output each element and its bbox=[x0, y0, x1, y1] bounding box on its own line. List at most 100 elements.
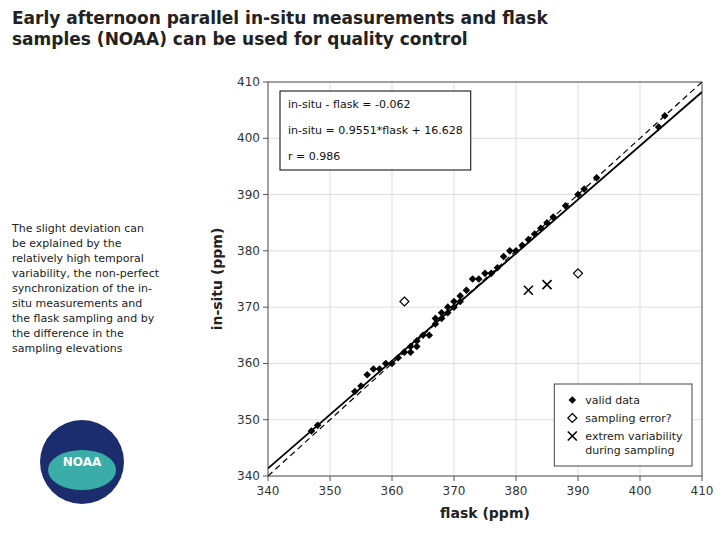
title: Early afternoon parallel in-situ measure… bbox=[12, 8, 548, 49]
marker-diamond bbox=[569, 396, 577, 404]
tick-label-x: 410 bbox=[691, 484, 714, 498]
grid-line-y bbox=[268, 363, 702, 364]
y-axis-label: in-situ (ppm) bbox=[209, 228, 225, 331]
marker-diamond bbox=[574, 191, 582, 199]
tick-y bbox=[263, 138, 268, 139]
grid-line-y bbox=[268, 194, 702, 195]
legend: valid data sampling error? extrem variabil… bbox=[554, 384, 692, 466]
marker-x bbox=[543, 280, 552, 289]
marker-diamond bbox=[487, 270, 495, 278]
marker-diamond bbox=[475, 275, 483, 283]
side-text-line: synchronization of the in- bbox=[12, 282, 152, 295]
marker-diamond bbox=[500, 253, 508, 261]
legend-label: valid data bbox=[585, 394, 640, 407]
grid-line-y bbox=[268, 307, 702, 308]
tick-x bbox=[702, 476, 703, 481]
reference-line bbox=[268, 82, 702, 476]
marker-diamond bbox=[655, 123, 663, 131]
annotation-text-line: in-situ = 0.9551*flask + 16.628 bbox=[288, 124, 463, 137]
grid-line-x bbox=[516, 82, 517, 476]
tick-x bbox=[268, 476, 269, 481]
legend-label-line: valid data bbox=[585, 394, 640, 407]
legend-label-line: extrem variability bbox=[585, 430, 683, 443]
annotation-text-line: in-situ - flask = -0.062 bbox=[288, 98, 410, 111]
legend-label-line: sampling error? bbox=[585, 412, 671, 425]
grid-line-y bbox=[268, 250, 702, 251]
tick-label-x: 380 bbox=[505, 484, 528, 498]
tick-label-x: 390 bbox=[567, 484, 590, 498]
marker-diamond bbox=[537, 225, 545, 233]
marker-diamond bbox=[351, 388, 359, 396]
data bbox=[268, 82, 702, 476]
marker-diamond bbox=[593, 174, 601, 182]
tick-label-y: 390 bbox=[237, 188, 260, 202]
marker-diamond bbox=[580, 185, 588, 193]
marker-diamond bbox=[363, 371, 371, 379]
legend-label: extrem variabilityduring sampling bbox=[585, 430, 683, 457]
tick-label-y: 350 bbox=[237, 413, 260, 427]
tick-x bbox=[578, 476, 579, 481]
side-text: The slight deviation can be explained by … bbox=[11, 222, 160, 355]
logo-wave bbox=[48, 450, 116, 490]
tick-label-y: 340 bbox=[237, 469, 260, 483]
marker-diamond bbox=[394, 354, 402, 362]
grid bbox=[268, 82, 702, 476]
tick-label-y: 360 bbox=[237, 356, 260, 370]
plot-background bbox=[268, 82, 702, 476]
tick-label-y: 410 bbox=[237, 75, 260, 89]
tick-y bbox=[263, 307, 268, 308]
marker-diamond bbox=[357, 382, 365, 390]
marker-diamond bbox=[518, 241, 526, 249]
marker-diamond bbox=[314, 422, 322, 430]
tick-x bbox=[516, 476, 517, 481]
tick-y bbox=[263, 194, 268, 195]
tick-label-y: 380 bbox=[237, 244, 260, 258]
series-points bbox=[524, 280, 552, 295]
side-text-line: relatively high temporal bbox=[12, 252, 144, 265]
series-points bbox=[400, 269, 583, 306]
logo-circle bbox=[40, 420, 124, 504]
tick-label-y: 400 bbox=[237, 131, 260, 145]
marker-x bbox=[524, 286, 533, 295]
tick-y bbox=[263, 363, 268, 364]
marker-diamond-open bbox=[568, 414, 577, 423]
page: {"chart_data": { "type": "scatter", "tit… bbox=[0, 0, 720, 540]
tick-label-x: 360 bbox=[381, 484, 404, 498]
x-axis-label: flask (ppm) bbox=[440, 505, 530, 521]
legend-item: sampling error? bbox=[568, 412, 672, 425]
marker-diamond-open bbox=[574, 269, 583, 278]
side-text-line: situ measurements and bbox=[12, 297, 142, 310]
chart: Early afternoon parallel in-situ measure… bbox=[0, 0, 720, 540]
tick-label-x: 340 bbox=[257, 484, 280, 498]
title-line: Early afternoon parallel in-situ measure… bbox=[12, 8, 548, 28]
side-text-line: the flask sampling and by bbox=[12, 312, 155, 325]
plot-frame bbox=[268, 82, 702, 476]
tick-x bbox=[454, 476, 455, 481]
marker-diamond bbox=[543, 219, 551, 227]
axes: 3403503603703803904004103403503603703803… bbox=[237, 75, 713, 498]
tick-x bbox=[330, 476, 331, 481]
tick-label-y: 370 bbox=[237, 300, 260, 314]
logo-text: NOAA bbox=[63, 455, 102, 469]
annotation-text: in-situ - flask = -0.062 in-situ = 0.9551… bbox=[288, 98, 463, 163]
marker-diamond bbox=[549, 213, 557, 221]
annotation-text-line: r = 0.986 bbox=[288, 150, 340, 163]
annotation-box bbox=[280, 91, 471, 170]
tick-x bbox=[640, 476, 641, 481]
marker-diamond-open bbox=[400, 297, 409, 306]
tick-y bbox=[263, 250, 268, 251]
marker-diamond bbox=[376, 365, 384, 373]
legend-label-line: during sampling bbox=[585, 444, 674, 457]
side-text-line: be explained by the bbox=[12, 237, 122, 250]
side-text-line: The slight deviation can bbox=[11, 222, 144, 235]
marker-x bbox=[568, 432, 577, 441]
tick-y bbox=[263, 82, 268, 83]
tick-y bbox=[263, 419, 268, 420]
side-text-line: sampling elevations bbox=[12, 342, 123, 355]
marker-diamond bbox=[388, 360, 396, 368]
marker-diamond bbox=[425, 331, 433, 339]
tick-x bbox=[392, 476, 393, 481]
legend-box bbox=[554, 384, 692, 466]
tick-label-x: 350 bbox=[319, 484, 342, 498]
marker-diamond bbox=[413, 337, 421, 345]
